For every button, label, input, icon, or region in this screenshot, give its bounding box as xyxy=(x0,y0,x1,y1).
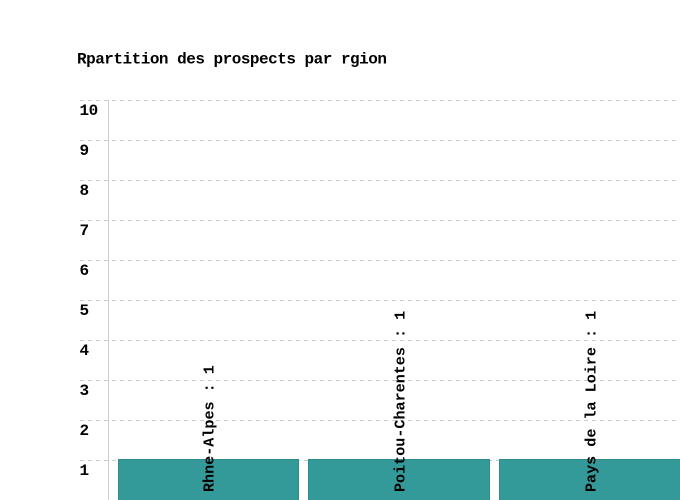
svg-text:4: 4 xyxy=(80,342,90,360)
svg-text:2: 2 xyxy=(80,422,89,440)
svg-text:10: 10 xyxy=(80,102,98,120)
svg-text:1: 1 xyxy=(80,462,89,480)
svg-text:Poitou-Charentes : 1: Poitou-Charentes : 1 xyxy=(392,311,410,492)
svg-text:Rpartition des prospects par r: Rpartition des prospects par rgion xyxy=(77,50,386,68)
svg-text:3: 3 xyxy=(80,382,89,400)
svg-text:Rhne-Alpes : 1: Rhne-Alpes : 1 xyxy=(201,365,219,492)
svg-text:7: 7 xyxy=(80,222,89,240)
svg-text:6: 6 xyxy=(80,262,89,280)
svg-text:5: 5 xyxy=(80,302,89,320)
svg-text:Pays de la Loire : 1: Pays de la Loire : 1 xyxy=(583,311,601,492)
svg-text:9: 9 xyxy=(80,142,89,160)
svg-text:8: 8 xyxy=(80,182,89,200)
